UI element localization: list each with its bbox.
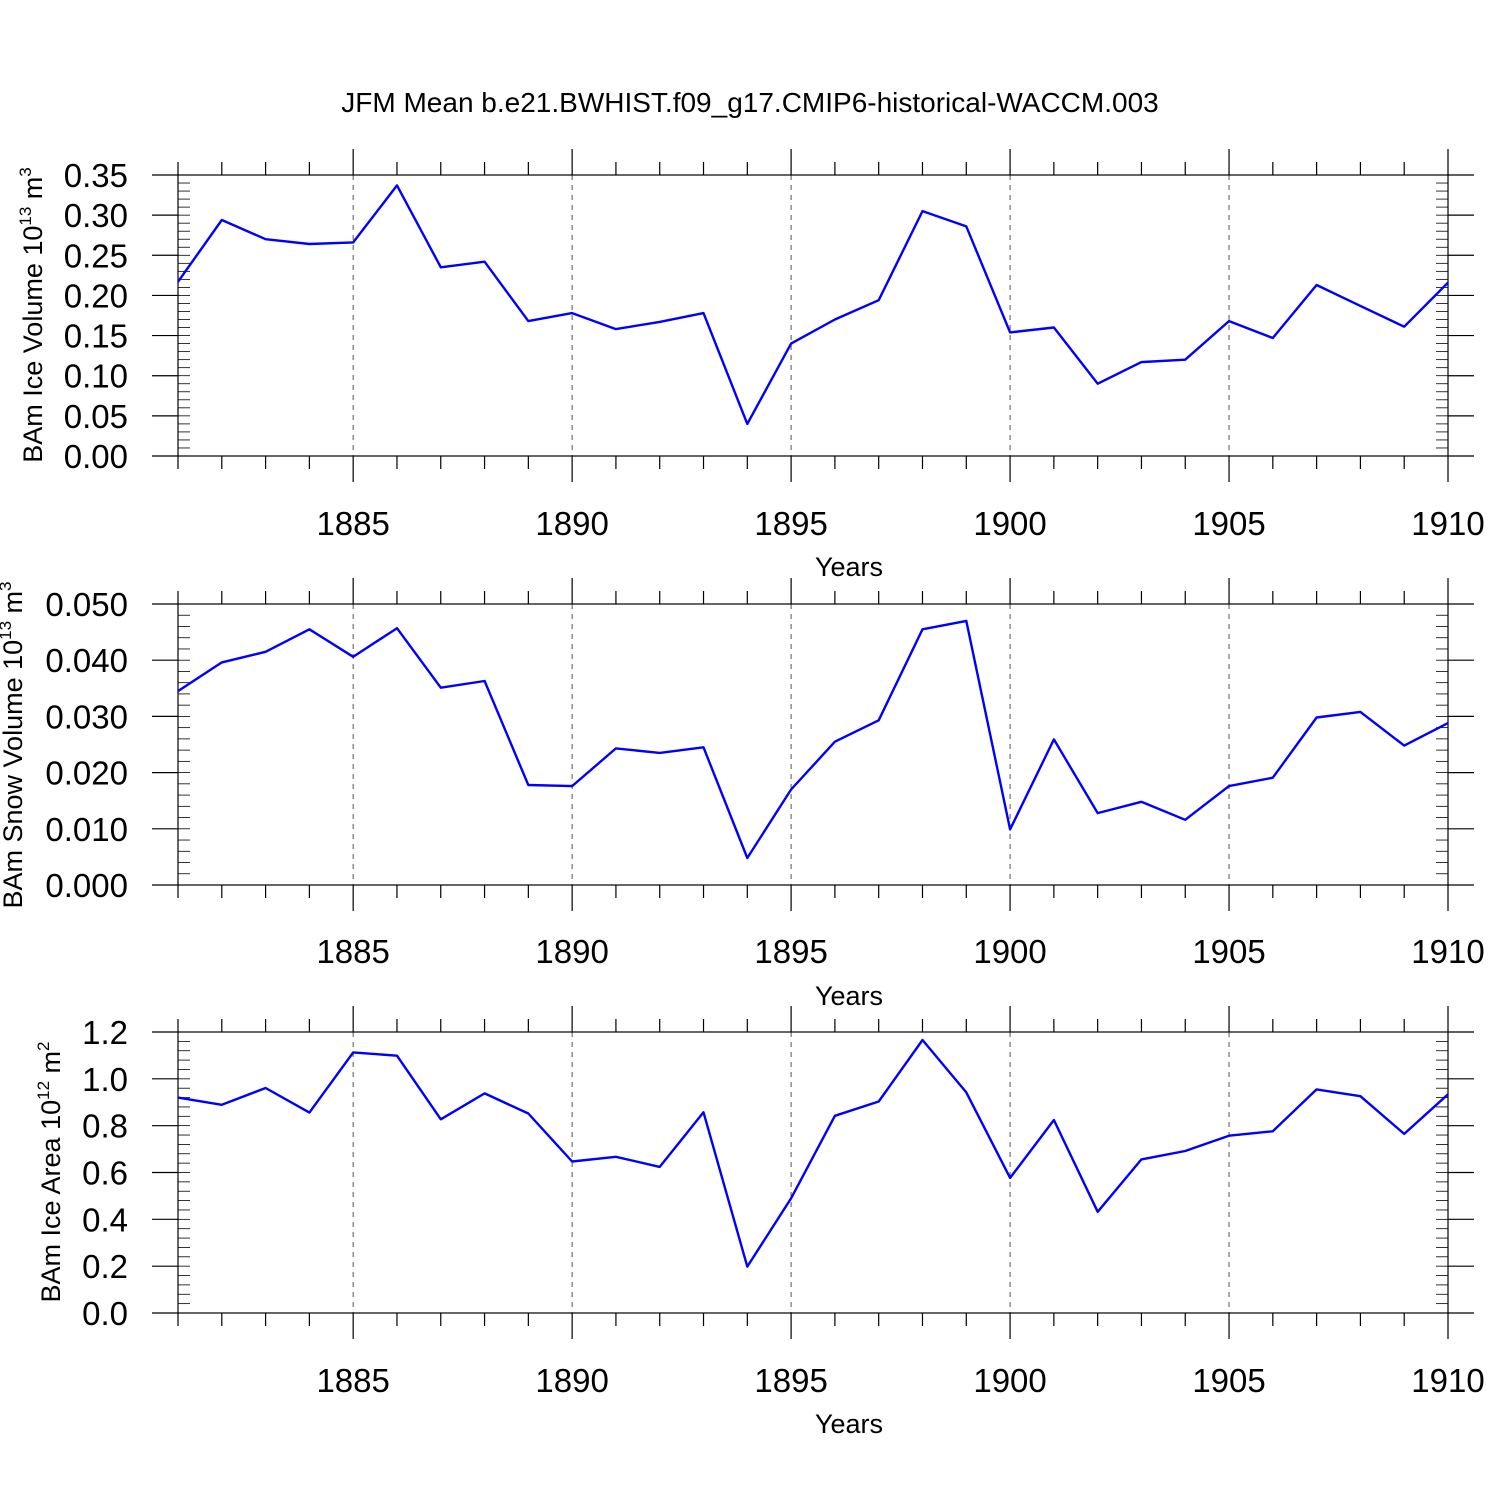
series-line xyxy=(177,1038,1449,1268)
x-tick-label: 1905 xyxy=(1192,505,1265,542)
y-axis-label: BAm Ice Area 1012 m2 xyxy=(34,1042,66,1303)
y-tick-label: 0.050 xyxy=(45,586,128,623)
y-tick-label: 0.2 xyxy=(82,1248,128,1285)
panel-3: 0.0 0.2 0.4 0.6 0.8 1.0 1.2 1885 1890 1895 1900 190… xyxy=(34,1006,1485,1439)
x-tick-label: 1900 xyxy=(973,933,1046,970)
y-axis-label-text: m xyxy=(0,591,28,621)
x-axis-label: Years xyxy=(815,552,883,582)
plot-frame xyxy=(177,174,1449,457)
x-tick-label: 1885 xyxy=(316,933,389,970)
y-axis-label-text: BAm Ice Volume 10 xyxy=(18,226,48,463)
y-axis-label-text: m xyxy=(36,1051,66,1081)
y-axis-label-superscript: 3 xyxy=(16,167,35,176)
y-axis-label-superscript: 13 xyxy=(16,207,35,226)
x-tick-label: 1885 xyxy=(316,505,389,542)
y-tick-label: 0.35 xyxy=(64,157,128,194)
y-tick-label: 0.30 xyxy=(64,197,128,234)
x-tick-label: 1895 xyxy=(754,505,827,542)
y-tick-label: 0.10 xyxy=(64,358,128,395)
y-tick-label: 0.0 xyxy=(82,1295,128,1332)
y-tick-label: 0.000 xyxy=(45,867,128,904)
y-axis-label-text: m xyxy=(18,177,48,207)
series-line xyxy=(177,184,1449,426)
y-tick-label: 0.00 xyxy=(64,438,128,475)
y-tick-label: 1.2 xyxy=(82,1014,128,1051)
y-axis-label-text: BAm Ice Area 10 xyxy=(36,1100,66,1303)
y-axis-label-text: BAm Snow Volume 10 xyxy=(0,640,28,909)
x-tick-label: 1910 xyxy=(1411,505,1484,542)
y-tick-label: 0.25 xyxy=(64,237,128,274)
x-tick-label: 1890 xyxy=(535,933,608,970)
y-tick-label: 0.20 xyxy=(64,277,128,314)
x-tick-label: 1890 xyxy=(535,1362,608,1399)
y-tick-label: 0.040 xyxy=(45,642,128,679)
plot-frame xyxy=(177,603,1449,886)
y-axis-label: BAm Snow Volume 1013 m3 xyxy=(0,581,28,908)
y-axis-label: BAm Ice Volume 1013 m3 xyxy=(16,167,48,463)
x-tick-label: 1895 xyxy=(754,1362,827,1399)
y-axis-label-superscript: 3 xyxy=(0,581,15,590)
x-tick-label: 1910 xyxy=(1411,1362,1484,1399)
plot-frame xyxy=(177,1031,1449,1314)
x-tick-label: 1890 xyxy=(535,505,608,542)
x-tick-label: 1905 xyxy=(1192,1362,1265,1399)
figure-title: JFM Mean b.e21.BWHIST.f09_g17.CMIP6-hist… xyxy=(341,87,1158,118)
x-tick-label: 1900 xyxy=(973,1362,1046,1399)
y-tick-label: 0.6 xyxy=(82,1155,128,1192)
y-axis-label-superscript: 13 xyxy=(0,621,15,640)
y-tick-label: 0.15 xyxy=(64,318,128,355)
y-tick-label: 0.05 xyxy=(64,398,128,435)
x-tick-label: 1910 xyxy=(1411,933,1484,970)
x-axis-label: Years xyxy=(815,1409,883,1439)
y-axis-label-superscript: 2 xyxy=(34,1042,53,1051)
y-tick-label: 0.020 xyxy=(45,755,128,792)
y-axis-label-superscript: 12 xyxy=(34,1081,53,1100)
x-tick-label: 1885 xyxy=(316,1362,389,1399)
x-tick-label: 1900 xyxy=(973,505,1046,542)
x-tick-label: 1905 xyxy=(1192,933,1265,970)
y-tick-label: 0.8 xyxy=(82,1108,128,1145)
y-tick-label: 0.010 xyxy=(45,811,128,848)
x-axis-label: Years xyxy=(815,981,883,1011)
panel-2: 0.000 0.010 0.020 0.030 0.040 0.050 1885 1890 18… xyxy=(0,578,1485,1011)
y-tick-label: 0.030 xyxy=(45,698,128,735)
y-tick-label: 1.0 xyxy=(82,1061,128,1098)
y-tick-label: 0.4 xyxy=(82,1201,128,1238)
x-tick-label: 1895 xyxy=(754,933,827,970)
series-line xyxy=(177,619,1449,860)
panel-1: 0.000.050.100.15 0.200.250.300.35 1885 1890… xyxy=(16,149,1485,582)
